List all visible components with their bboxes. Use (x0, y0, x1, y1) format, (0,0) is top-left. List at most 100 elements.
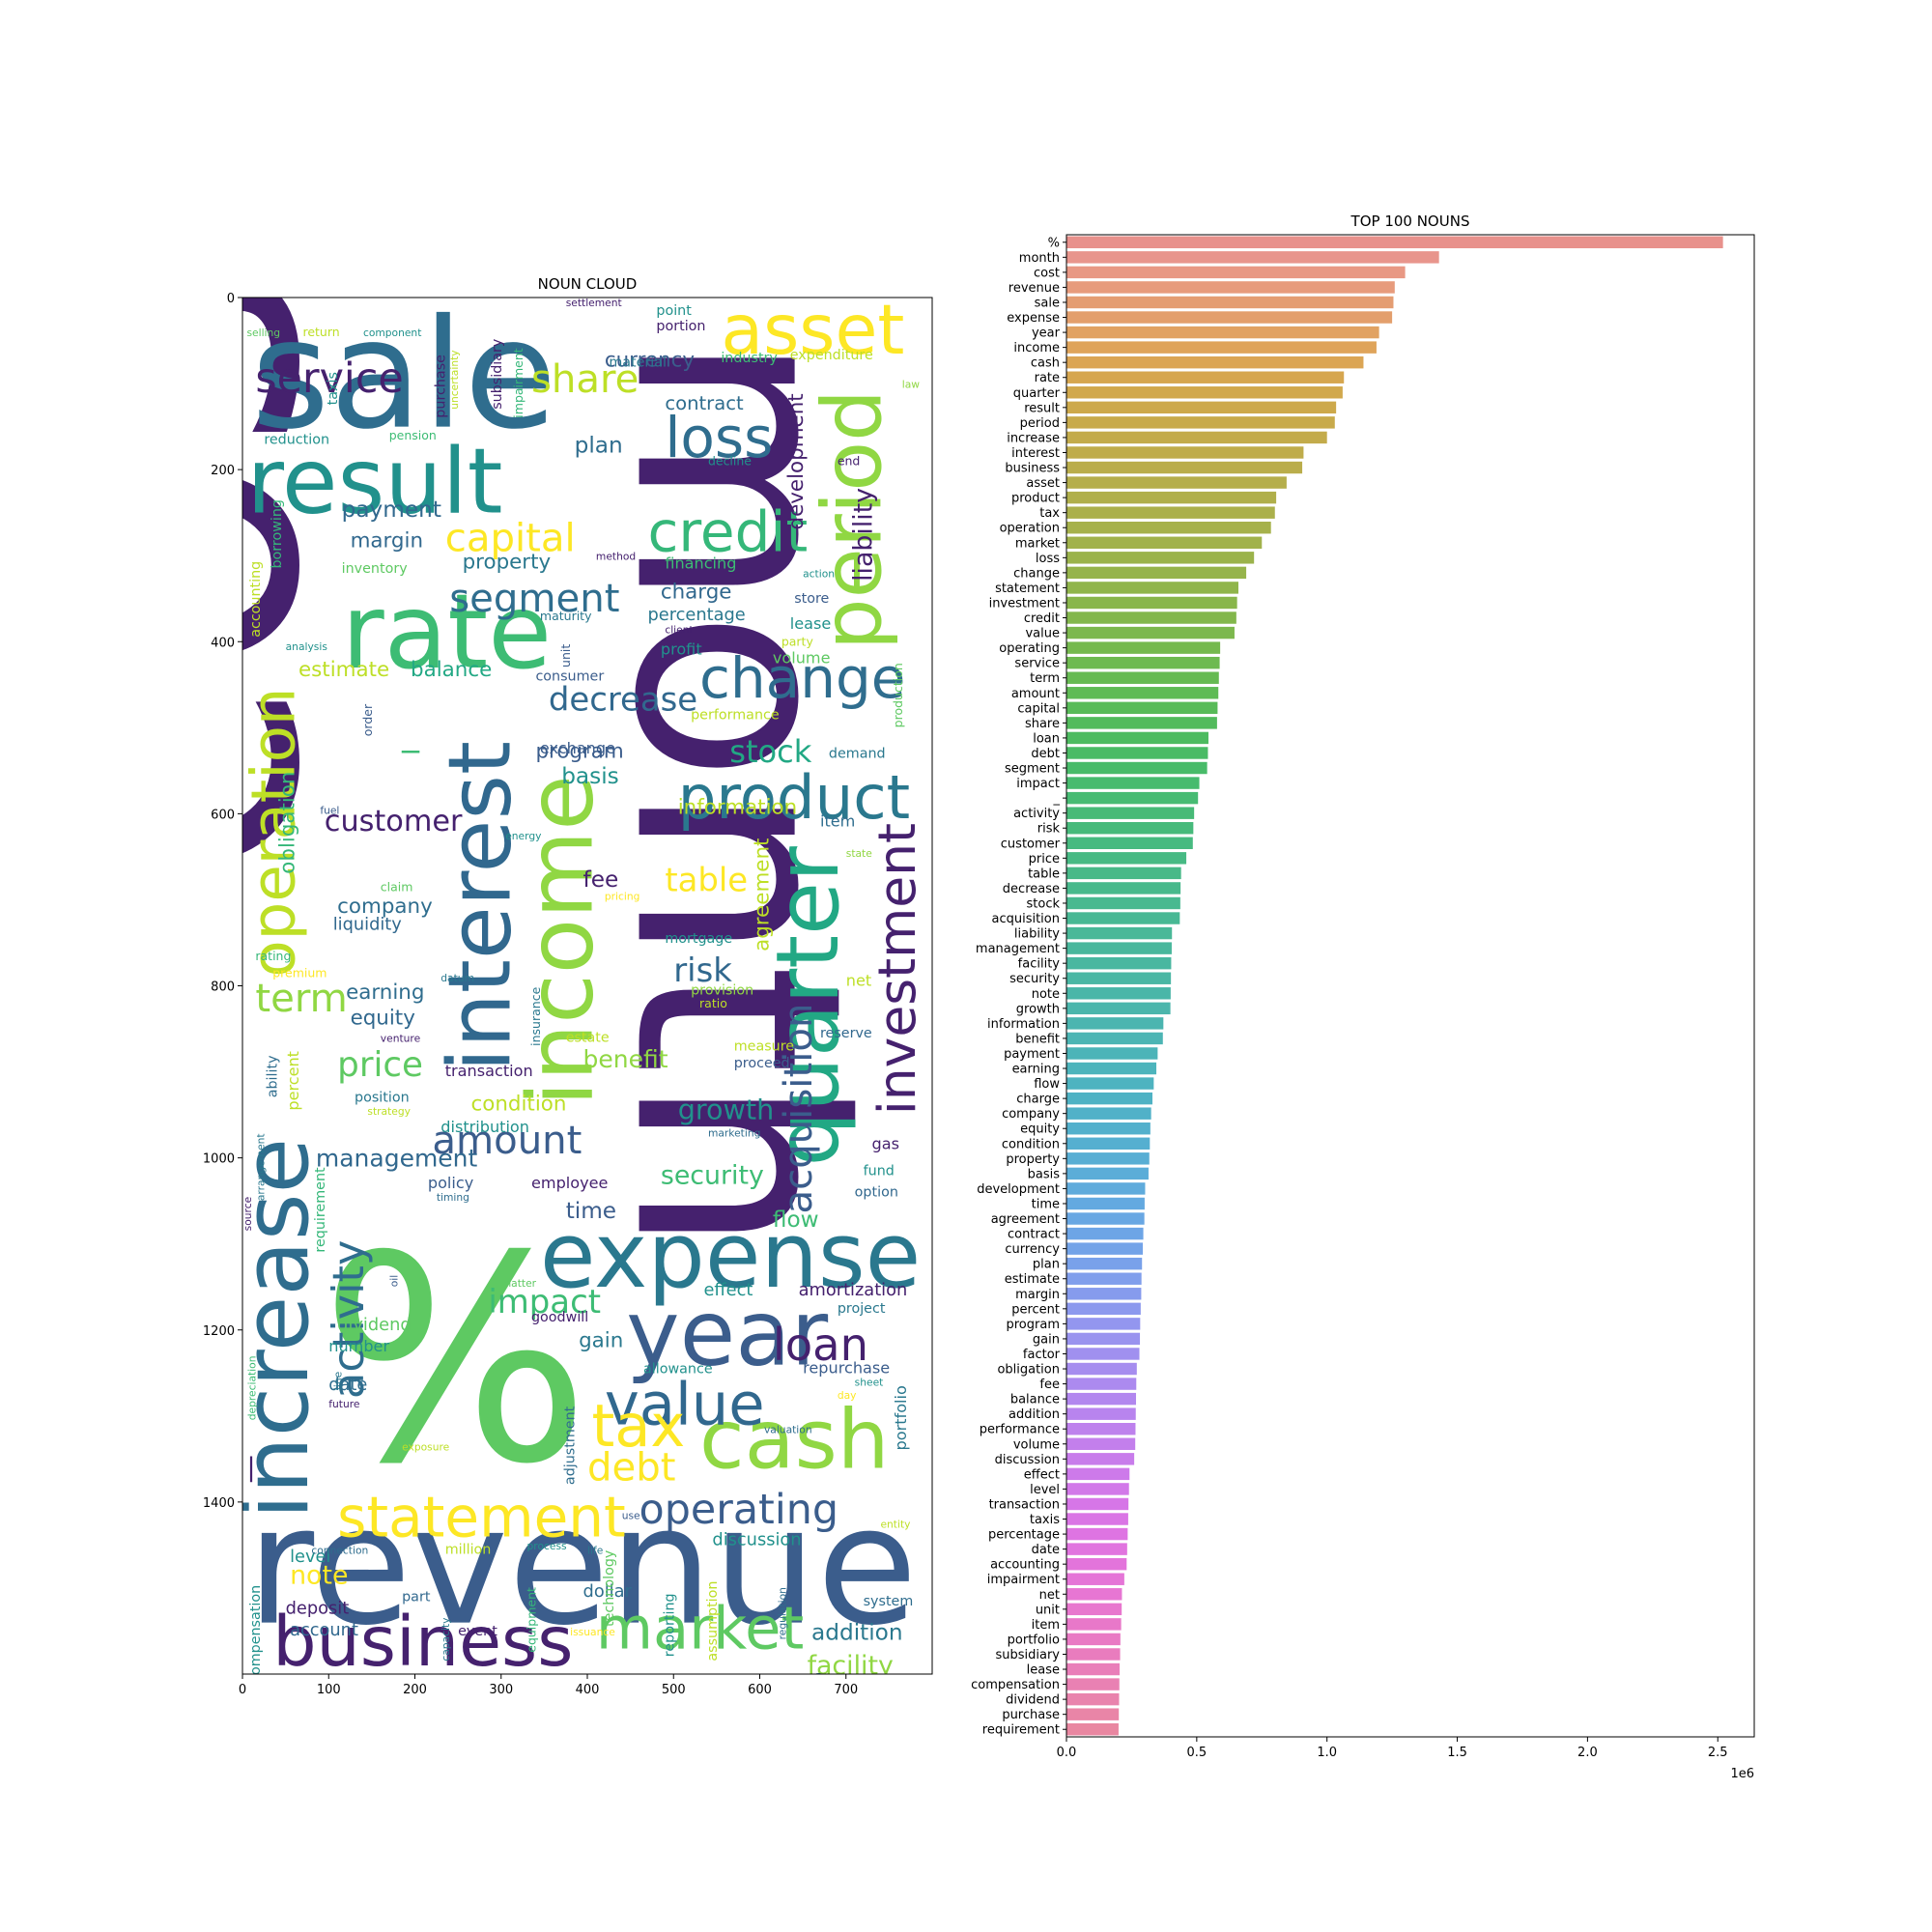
cloud-word-73: charge (661, 581, 732, 605)
cloud-word-3: sale (251, 287, 557, 463)
bar-category-label: stock (1027, 896, 1061, 911)
cloud-word-128: adjustment (563, 1406, 579, 1485)
cloud-word-11: operation (239, 688, 309, 978)
bar-category-label: lease (1027, 1663, 1060, 1678)
bar-category-label: customer (1001, 837, 1061, 851)
bar-category-label: statement (995, 582, 1060, 596)
bar (1066, 326, 1379, 339)
bar-category-label: contract (1008, 1228, 1060, 1242)
bar (1066, 1002, 1171, 1015)
bar (1066, 987, 1171, 1000)
cloud-word-165: obligation (276, 772, 300, 874)
cloud-word-19: asset (721, 290, 904, 370)
cloud-word-171: party (781, 635, 814, 649)
cloud-word-83: discussion (712, 1529, 801, 1549)
cloud-word-13: period (804, 389, 899, 650)
bar (1066, 1618, 1122, 1631)
bar (1066, 1062, 1157, 1075)
bar (1066, 701, 1218, 715)
bar-category-label: condition (1002, 1137, 1060, 1151)
cloud-word-125: portfolio (892, 1385, 910, 1450)
bar-xtick-label: 1.0 (1317, 1746, 1337, 1760)
cloud-xtick-label: 300 (489, 1683, 513, 1697)
bar (1066, 582, 1238, 594)
cloud-word-72: currency (605, 348, 696, 372)
cloud-word-177: accounting (248, 561, 264, 638)
cloud-word-6: result (246, 430, 502, 535)
cloud-word-156: position (355, 1091, 410, 1106)
cloud-word-74: percentage (647, 605, 745, 625)
cloud-word-85: account (290, 1620, 358, 1640)
cloud-word-162: claim (381, 880, 413, 895)
cloud-word-75: development (784, 393, 809, 529)
bar (1066, 687, 1219, 699)
cloud-word-191: portion (656, 319, 705, 334)
cloud-word-195: law (902, 379, 921, 391)
bar (1066, 867, 1181, 880)
cloud-word-112: net (846, 972, 871, 990)
cloud-word-108: production (891, 663, 905, 727)
cloud-word-184: component (363, 327, 421, 339)
bar-xtick-label: 2.0 (1577, 1746, 1598, 1760)
cloud-ytick-label: 400 (211, 636, 235, 650)
cloud-word-55: information (678, 795, 797, 819)
cloud-word-173: decline (708, 454, 752, 469)
cloud-word-21: change (699, 645, 905, 711)
cloud-xtick-label: 100 (317, 1683, 341, 1697)
cloud-word-139: event (458, 1624, 497, 1639)
cloud-word-99: volume (773, 649, 831, 668)
bar (1066, 671, 1219, 684)
cloud-word-150: compensation (248, 1585, 264, 1683)
bar-category-label: revenue (1009, 281, 1060, 296)
cloud-word-18: market (596, 1595, 804, 1662)
cloud-word-15: year (626, 1281, 828, 1386)
bar (1066, 522, 1271, 534)
bar-category-label: charge (1016, 1093, 1060, 1107)
cloud-word-151: depreciation (245, 1356, 258, 1421)
bar (1066, 852, 1187, 865)
bar-category-label: gain (1033, 1332, 1060, 1347)
cloud-word-160: premium (272, 966, 327, 980)
bar (1066, 1227, 1144, 1240)
cloud-word-37: activity (324, 1240, 374, 1399)
cloud-word-135: assumption (705, 1581, 721, 1662)
bar-category-label: requirement (982, 1723, 1060, 1738)
bar (1066, 1137, 1151, 1150)
cloud-xtick-label: 400 (576, 1683, 600, 1697)
bar-category-label: risk (1037, 822, 1061, 837)
cloud-word-188: impairment (511, 348, 526, 417)
bar (1066, 777, 1200, 789)
bar-category-label: impact (1016, 777, 1060, 791)
cloud-word-76: liability (849, 488, 879, 582)
bar-category-label: earning (1012, 1063, 1060, 1077)
cloud-xtick-label: 600 (748, 1683, 772, 1697)
cloud-word-146: oil (388, 1275, 401, 1287)
bar-category-label: taxis (1030, 1513, 1060, 1527)
cloud-word-102: lease (790, 614, 832, 633)
cloud-word-4: % (320, 1196, 590, 1526)
cloud-word-1: cost (0, 113, 383, 882)
cloud-word-79: number (328, 1337, 389, 1355)
cloud-word-137: issuance (570, 1626, 615, 1638)
bar (1066, 1362, 1137, 1376)
cloud-word-117: ratio (699, 996, 727, 1010)
cloud-word-68: company (337, 895, 433, 919)
bar (1066, 1497, 1129, 1511)
bar (1066, 717, 1217, 729)
bar (1066, 791, 1199, 805)
bar-category-label: level (1030, 1483, 1060, 1497)
bar-category-label: result (1024, 401, 1060, 415)
bar-category-label: currency (1005, 1242, 1060, 1257)
cloud-word-66: equity (351, 1007, 416, 1031)
cloud-word-120: project (838, 1301, 886, 1317)
bar-category-label: portfolio (1008, 1633, 1060, 1647)
cloud-word-64: estimate (298, 658, 389, 682)
cloud-ytick-label: 1000 (203, 1152, 235, 1167)
bar-category-label: operation (1000, 522, 1060, 536)
bar (1066, 1077, 1154, 1090)
cloud-word-197: insurance (528, 986, 543, 1045)
bar-category-label: cost (1034, 266, 1060, 280)
bar-category-label: obligation (997, 1363, 1060, 1378)
bar (1066, 912, 1180, 924)
bar (1066, 371, 1345, 384)
